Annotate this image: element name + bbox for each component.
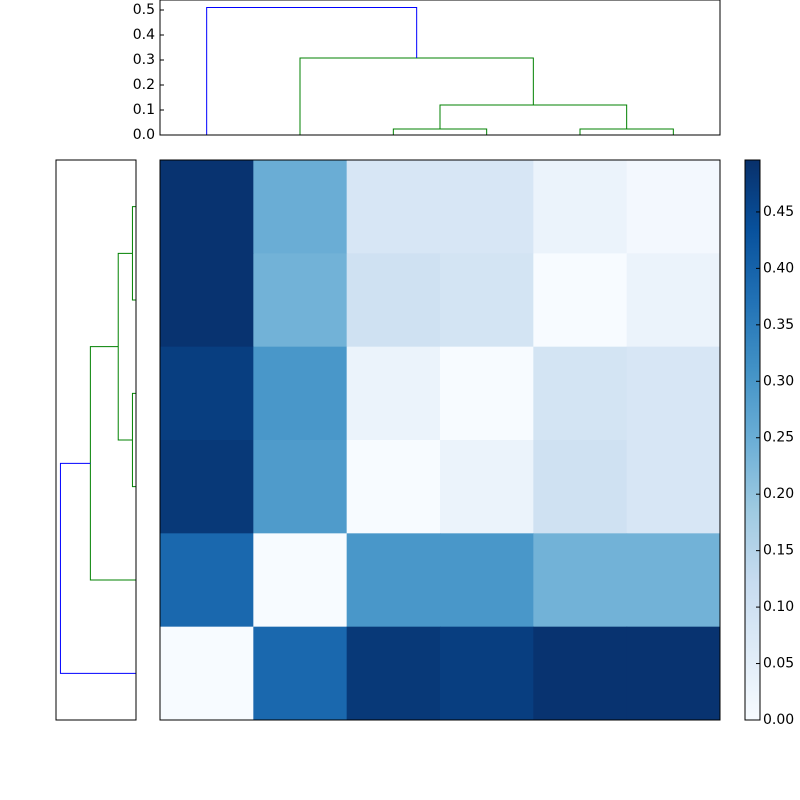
heatmap-cell [533,346,628,441]
heatmap-cell [440,533,534,628]
dendrogram-link [131,206,136,301]
dendrogram-link [392,128,488,135]
heatmap-cell [440,440,534,534]
y-tick-label: 0.2 [133,77,155,93]
heatmap-cell [440,626,534,721]
heatmap-cell [253,253,348,348]
y-tick-label: 0.0 [133,127,155,143]
colorbar-tick-label: 0.15 [763,543,794,559]
heatmap-cell [626,626,721,721]
heatmap-cell [346,253,441,348]
heatmap-cell [626,346,721,441]
heatmap-cell [160,626,254,721]
colorbar-tick-label: 0.05 [763,656,794,672]
y-tick-label: 0.5 [133,2,155,18]
heatmap-cell [533,440,628,534]
colorbar-tick-label: 0.00 [763,712,794,728]
y-tick-label: 0.4 [133,27,155,43]
colorbar-tick-label: 0.40 [763,260,794,276]
heatmap-cell [346,160,441,254]
heatmap-cell [253,346,348,441]
heatmap-cell [533,626,628,721]
dendrogram-link [206,7,418,135]
heatmap-cell [253,160,348,254]
dendrogram-link [89,346,136,581]
heatmap-cell [440,346,534,441]
heatmap-cell [533,533,628,628]
colorbar-tick-label: 0.45 [763,204,794,220]
heatmap-cell [533,253,628,348]
heatmap-cell [346,533,441,628]
heatmap-cell [440,253,534,348]
heatmap-cell [440,160,534,254]
heatmap-cell [533,160,628,254]
heatmap-cell [253,440,348,534]
heatmap-cell [160,160,254,254]
dendrogram-link [131,392,136,488]
dendrogram-link [117,252,133,441]
colorbar [745,160,760,720]
heatmap-cell [346,346,441,441]
colorbar-tick-label: 0.10 [763,599,794,615]
y-tick-label: 0.3 [133,52,155,68]
heatmap-cell [253,533,348,628]
heatmap-cell [160,346,254,441]
heatmap-cell [160,253,254,348]
heatmap-frame [159,159,721,721]
colorbar-tick-label: 0.35 [763,317,794,333]
heatmap-cell [626,253,721,348]
left-dendrogram-frame [55,159,137,721]
heatmap-cell [253,626,348,721]
y-tick-label: 0.1 [133,102,155,118]
heatmap-cell [160,440,254,534]
dendrogram-link [439,104,628,129]
heatmap-cell [160,533,254,628]
colorbar-tick-label: 0.25 [763,430,794,446]
colorbar-tick-label: 0.20 [763,486,794,502]
heatmap-cell [626,440,721,534]
heatmap-cell [346,440,441,534]
colorbar-frame [744,159,761,721]
dendrogram-link [59,462,136,674]
heatmap-cell [346,626,441,721]
heatmap-cell [626,160,721,254]
heatmap-cell [626,533,721,628]
dendrogram-link [579,128,674,135]
top-dendrogram-frame [159,0,721,136]
dendrogram-link [299,57,534,135]
colorbar-tick-label: 0.30 [763,373,794,389]
